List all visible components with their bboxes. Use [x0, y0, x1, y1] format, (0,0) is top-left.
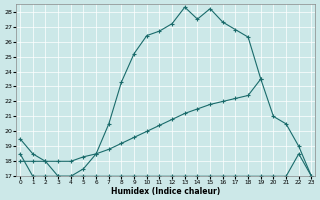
X-axis label: Humidex (Indice chaleur): Humidex (Indice chaleur) — [111, 187, 220, 196]
